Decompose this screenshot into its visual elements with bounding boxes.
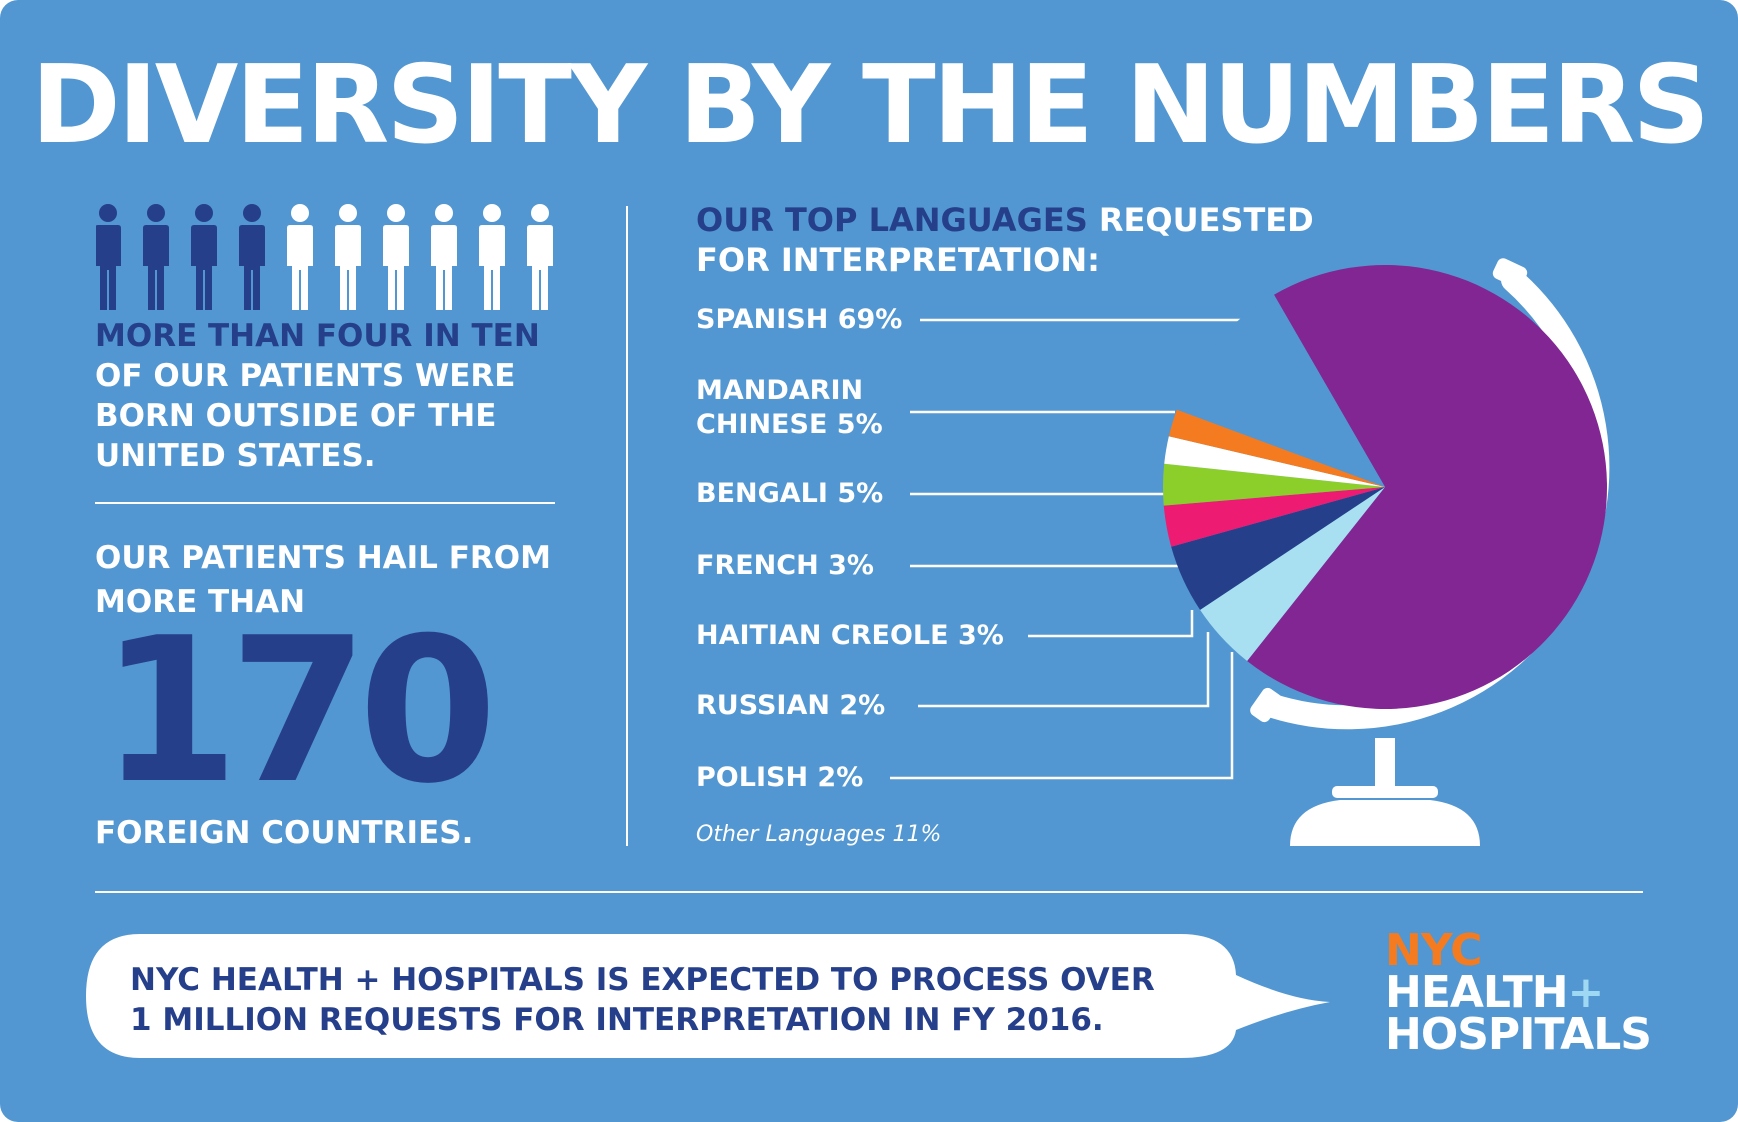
languages-heading-line-2: FOR INTERPRETATION: xyxy=(696,241,1100,279)
logo-hospitals: HOSPITALS xyxy=(1385,1009,1652,1060)
label-french: FRENCH 3% xyxy=(696,550,874,581)
bottom-divider xyxy=(95,891,1643,893)
globe-bottom-cap xyxy=(1250,687,1282,723)
statement-highlight: MORE THAN FOUR IN TEN xyxy=(95,318,540,354)
label-polish: POLISH 2% xyxy=(696,762,864,793)
people-icon-row xyxy=(96,204,553,310)
left-divider xyxy=(95,502,555,504)
globe-top-cap xyxy=(1492,258,1528,288)
person-icon xyxy=(431,204,457,310)
pie-slice-haitian-creole xyxy=(1163,463,1385,506)
pie-slice-polish xyxy=(1168,409,1385,487)
hail-statement: OUR PATIENTS HAIL FROM MORE THAN xyxy=(95,536,595,624)
person-icon-highlighted xyxy=(191,204,217,310)
logo-nyc: NYC xyxy=(1385,925,1482,976)
page-title: DIVERSITY BY THE NUMBERS xyxy=(30,43,1710,168)
person-icon-highlighted xyxy=(143,204,169,310)
person-icon xyxy=(479,204,505,310)
logo-health: HEALTH xyxy=(1385,967,1569,1018)
person-icon xyxy=(335,204,361,310)
pie-slice-other-languages xyxy=(1176,294,1385,487)
label-mandarin-line-1: MANDARIN xyxy=(696,375,864,406)
languages-heading-highlight: OUR TOP LANGUAGES xyxy=(696,201,1088,239)
leader-line-haitian xyxy=(1028,610,1194,638)
label-russian: RUSSIAN 2% xyxy=(696,690,886,721)
hail-line-2: MORE THAN xyxy=(95,584,306,620)
label-spanish: SPANISH 69% xyxy=(696,304,903,335)
foreign-countries-label: FOREIGN COUNTRIES. xyxy=(95,815,474,851)
languages-heading: OUR TOP LANGUAGES REQUESTED FOR INTERPRE… xyxy=(696,200,1314,280)
pie-slice-russian xyxy=(1164,436,1385,487)
vertical-divider xyxy=(626,206,628,846)
pie-slice-french xyxy=(1163,487,1385,547)
person-icon xyxy=(287,204,313,310)
nyc-health-hospitals-logo: NYC HEALTH+ HOSPITALS xyxy=(1385,925,1652,1060)
person-icon-highlighted xyxy=(239,204,265,310)
pie-slice-mandarin-chinese xyxy=(1200,487,1385,661)
countries-count: 170 xyxy=(100,595,497,828)
born-outside-statement: MORE THAN FOUR IN TEN OF OUR PATIENTS WE… xyxy=(95,316,585,476)
logo-plus: + xyxy=(1567,967,1605,1018)
label-bengali: BENGALI 5% xyxy=(696,478,884,509)
statement-line-4: UNITED STATES. xyxy=(95,438,376,474)
person-icon xyxy=(383,204,409,310)
label-other-languages: Other Languages 11% xyxy=(696,822,942,847)
leader-lines xyxy=(890,318,1245,780)
label-mandarin-line-2: CHINESE 5% xyxy=(696,409,883,440)
leader-line-polish xyxy=(890,652,1234,780)
globe-stand-post xyxy=(1375,738,1395,790)
statement-line-3: BORN OUTSIDE OF THE xyxy=(95,398,497,434)
globe-stand-base xyxy=(1290,800,1480,846)
statement-line-2: OF OUR PATIENTS WERE xyxy=(95,358,516,394)
pie-slice-bengali xyxy=(1171,487,1385,610)
footer-line-1: NYC HEALTH + HOSPITALS IS EXPECTED TO PR… xyxy=(130,962,1155,998)
hail-line-1: OUR PATIENTS HAIL FROM xyxy=(95,540,551,576)
globe-stand-neck-top xyxy=(1332,786,1438,798)
person-icon-highlighted xyxy=(96,204,121,310)
footer-statement: NYC HEALTH + HOSPITALS IS EXPECTED TO PR… xyxy=(130,960,1155,1040)
footer-line-2: 1 MILLION REQUESTS FOR INTERPRETATION IN… xyxy=(130,1002,1104,1038)
label-haitian-creole: HAITIAN CREOLE 3% xyxy=(696,620,1004,651)
pie-slice-spanish xyxy=(1247,264,1608,709)
leader-line-russian xyxy=(918,632,1210,708)
languages-heading-rest: REQUESTED xyxy=(1087,201,1314,239)
person-icon xyxy=(527,204,553,310)
